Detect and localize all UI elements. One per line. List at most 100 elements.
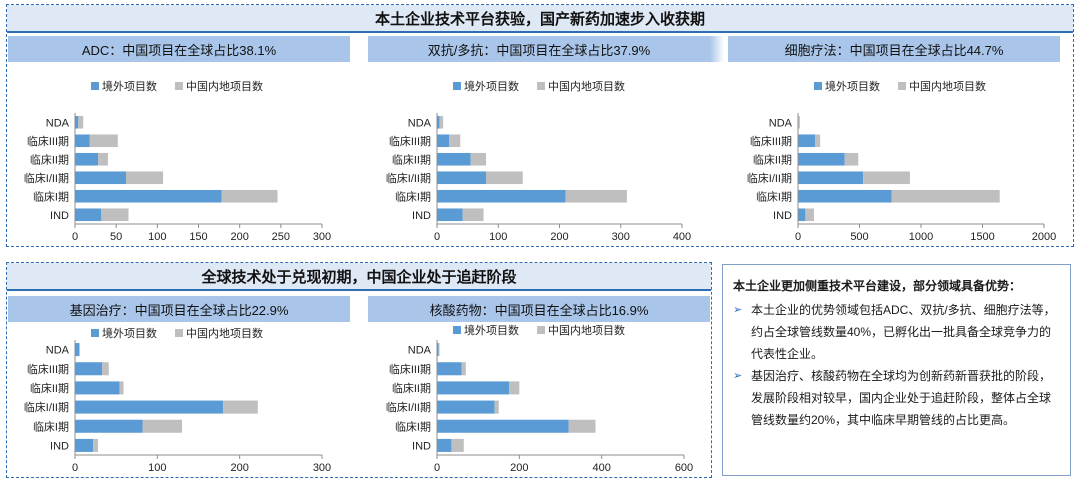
category-label: 临床II期 xyxy=(753,152,792,166)
bar-segment xyxy=(75,438,94,452)
category-label: 临床II期 xyxy=(392,152,431,166)
bar-segment xyxy=(98,152,108,166)
legend-label: 境外项目数 xyxy=(102,326,157,340)
bar-segment xyxy=(75,381,120,395)
bar-segment xyxy=(437,438,452,452)
legend-swatch xyxy=(453,82,461,90)
bar-segment xyxy=(437,343,439,357)
legend-label: 境外项目数 xyxy=(102,79,157,93)
bar-segment xyxy=(75,134,90,148)
x-tick-label: 2000 xyxy=(1032,231,1056,243)
x-tick-label: 200 xyxy=(510,462,528,474)
chart-title-nucleic-acid: 核酸药物：中国项目在全球占比16.9% xyxy=(368,296,710,322)
x-tick-label: 0 xyxy=(434,231,440,243)
bar-segment xyxy=(75,115,79,129)
x-tick-label: 0 xyxy=(795,231,801,243)
bar-segment xyxy=(89,134,118,148)
bar-segment xyxy=(815,134,821,148)
x-tick-label: 250 xyxy=(272,231,290,243)
bar-segment xyxy=(798,208,806,222)
bar-segment xyxy=(75,152,99,166)
x-tick-label: 0 xyxy=(72,231,78,243)
bottom-panel xyxy=(6,262,712,478)
bar-segment xyxy=(102,362,109,376)
bar-segment xyxy=(798,189,892,203)
category-label: 临床I期 xyxy=(395,419,431,433)
category-label: 临床III期 xyxy=(27,362,69,376)
bar-segment xyxy=(844,152,859,166)
bar-segment xyxy=(221,189,278,203)
legend-swatch xyxy=(175,82,183,90)
top-panel xyxy=(6,4,1074,247)
note-point: ➢ 本土企业的优势领域包括ADC、双抗/多抗、细胞疗法等，约占全球管线数量40%… xyxy=(733,299,1060,365)
bar-segment xyxy=(568,419,596,433)
bar-segment xyxy=(437,171,486,185)
x-tick-label: 200 xyxy=(230,462,248,474)
bar-segment xyxy=(438,343,440,357)
legend-swatch xyxy=(537,82,545,90)
note-point-text: 基因治疗、核酸药物在全球均为创新药新晋获批的阶段，发展阶段相对较早，国内企业处于… xyxy=(751,369,1052,427)
arrow-bullet-icon: ➢ xyxy=(733,304,743,316)
chart-title-bispecific: 双抗/多抗：中国项目在全球占比37.9% xyxy=(368,36,710,62)
x-tick-label: 150 xyxy=(189,231,207,243)
category-label: IND xyxy=(412,210,431,222)
bar-segment xyxy=(451,438,464,452)
category-label: NDA xyxy=(769,117,793,129)
bar-segment xyxy=(461,362,466,376)
bar-segment xyxy=(75,362,103,376)
bar-segment xyxy=(437,152,471,166)
bar-segment xyxy=(437,400,495,414)
bar-segment xyxy=(798,152,845,166)
bar-segment xyxy=(75,400,224,414)
legend-label: 境外项目数 xyxy=(464,323,519,337)
category-label: NDA xyxy=(408,345,432,357)
x-tick-label: 200 xyxy=(550,231,568,243)
note-heading: 本土企业更加侧重技术平台建设，部分领域具备优势： xyxy=(733,279,1022,293)
legend-label: 中国内地项目数 xyxy=(186,79,263,93)
bar-segment xyxy=(437,419,569,433)
bar-segment xyxy=(863,171,910,185)
category-label: 临床III期 xyxy=(389,134,431,148)
category-label: 临床I/II期 xyxy=(24,171,69,185)
legend-swatch xyxy=(91,329,99,337)
chart-title-gene-therapy: 基因治疗：中国项目在全球占比22.9% xyxy=(8,296,350,322)
category-label: 临床II期 xyxy=(30,152,69,166)
bar-segment xyxy=(449,134,461,148)
bar-segment xyxy=(798,171,864,185)
category-label: 临床II期 xyxy=(392,381,431,395)
legend-label: 中国内地项目数 xyxy=(909,79,986,93)
bar-segment xyxy=(126,171,164,185)
category-label: NDA xyxy=(408,117,432,129)
bar-segment xyxy=(494,400,499,414)
summary-note: 本土企业更加侧重技术平台建设，部分领域具备优势： ➢ 本土企业的优势领域包括AD… xyxy=(722,264,1071,476)
category-label: 临床I期 xyxy=(756,189,792,203)
bar-segment xyxy=(75,171,127,185)
x-tick-label: 600 xyxy=(675,462,693,474)
arrow-bullet-icon: ➢ xyxy=(733,370,743,382)
legend-swatch xyxy=(898,82,906,90)
bar-segment xyxy=(75,189,222,203)
x-tick-label: 400 xyxy=(673,231,691,243)
x-tick-label: 100 xyxy=(148,462,166,474)
chart-title-fade xyxy=(710,36,724,62)
legend-label: 中国内地项目数 xyxy=(548,323,625,337)
legend-label: 境外项目数 xyxy=(825,79,880,93)
note-point-text: 本土企业的优势领域包括ADC、双抗/多抗、细胞疗法等，约占全球管线数量40%，已… xyxy=(751,303,1056,361)
category-label: IND xyxy=(412,440,431,452)
x-tick-label: 1500 xyxy=(970,231,994,243)
chart-title-adc: ADC：中国项目在全球占比38.1% xyxy=(8,36,350,62)
bar-segment xyxy=(565,189,627,203)
bar-segment xyxy=(437,208,463,222)
category-label: IND xyxy=(50,210,69,222)
bar-segment xyxy=(79,343,80,357)
x-tick-label: 100 xyxy=(489,231,507,243)
bar-segment xyxy=(223,400,258,414)
chart-title-cell-therapy: 细胞疗法：中国项目在全球占比44.7% xyxy=(728,36,1060,62)
legend-swatch xyxy=(175,329,183,337)
category-label: 临床I期 xyxy=(395,189,431,203)
legend-label: 境外项目数 xyxy=(464,79,519,93)
